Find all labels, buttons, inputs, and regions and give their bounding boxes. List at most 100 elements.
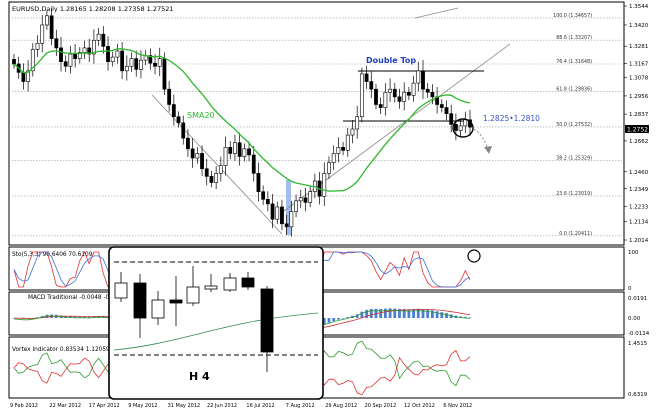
macd-bar [87, 316, 91, 318]
candle-body [439, 104, 444, 108]
macd-bar [388, 308, 392, 318]
candle-body [209, 176, 214, 183]
candle-body [251, 154, 256, 174]
candle-body [106, 46, 110, 62]
candle-body [237, 142, 242, 157]
date-label: 6 Nov 2012 [443, 403, 472, 409]
h4-candle-body [114, 282, 128, 299]
candle-body [425, 88, 430, 93]
date-label: 9 May 2012 [128, 403, 157, 409]
candle-body [82, 47, 87, 53]
fib-label: 38.2 (1.25329) [556, 156, 592, 162]
vortex-tick-top: 1.4515 [628, 341, 648, 347]
date-label: 9 Feb 2012 [10, 403, 38, 409]
macd-bar [402, 308, 406, 318]
price-tick-label: 1.2014 [629, 238, 649, 244]
top-diagonal [414, 7, 459, 19]
price-candles [12, 8, 472, 237]
candle-body [331, 153, 336, 163]
macd-bar [383, 308, 387, 318]
candle-body [374, 88, 378, 105]
candle-body [463, 119, 468, 127]
candle-body [355, 116, 360, 130]
candle-body [341, 147, 345, 151]
date-label: 22 Mar 2012 [49, 403, 81, 409]
candle-body [92, 39, 96, 55]
macd-bar [463, 316, 467, 318]
macd-bar [426, 309, 430, 318]
candle-body [275, 206, 280, 220]
date-axis: 9 Feb 2012 22 Mar 2012 17 Apr 2012 9 May 20… [10, 403, 472, 409]
fib-label: 61.8 (1.29836) [556, 87, 592, 93]
macd-bar [336, 318, 340, 320]
stochastic-tick-100: 100 [628, 250, 639, 256]
h4-candle-body [204, 285, 218, 290]
stochastic-tick-0: 0 [628, 286, 632, 292]
price-tick-label: 1.2134 [629, 220, 649, 226]
candle-body [359, 73, 364, 118]
candle-body [139, 59, 143, 70]
candle-body [68, 53, 73, 67]
fib-label: 23.6 (1.23019) [556, 191, 592, 197]
macd-bar [355, 314, 359, 318]
candle-body [63, 61, 68, 67]
candle-body [96, 33, 101, 41]
macd-bar [393, 308, 397, 318]
candle-body [284, 223, 289, 228]
candle-body [124, 65, 129, 72]
macd-bar [322, 318, 326, 325]
macd-bar [421, 309, 425, 318]
candle-body [223, 147, 228, 166]
candle-body [397, 96, 402, 102]
h4-candle-body [241, 277, 255, 288]
macd-bar [360, 311, 364, 318]
candle-body [327, 162, 331, 174]
current-price-label: 1.2752 [627, 127, 648, 134]
stochastic-circle [467, 249, 481, 263]
date-label: 12 Oct 2012 [404, 403, 435, 409]
candle-body [214, 173, 219, 183]
candle-body [233, 142, 237, 154]
macd-bar [78, 316, 82, 318]
candle-body [289, 211, 294, 228]
h4-candle-body [133, 282, 147, 319]
price-tick-label: 1.3420 [629, 23, 649, 29]
main-panel [8, 1, 625, 246]
candle-body [406, 91, 411, 96]
candle-body [176, 116, 181, 124]
stochastic-title: Sto(5,3,3) 90.6406 70.6109 [12, 252, 93, 258]
candle-body [350, 128, 355, 136]
candle-body [261, 191, 266, 200]
price-axis: 1.3544 1.3420 1.3281 1.3167 1.3078 1.2956 1.28… [624, 4, 649, 244]
price-tick-label: 1.3281 [629, 44, 648, 50]
h4-candles [114, 266, 274, 372]
macd-bar [435, 311, 439, 318]
candle-body [444, 107, 449, 114]
macd-bar [327, 318, 331, 323]
double-top-label: Double Top [366, 56, 416, 65]
h4-candle-body [169, 299, 183, 304]
price-tick-label: 1.2233 [629, 205, 649, 211]
candle-body [134, 58, 139, 70]
current-price-marker [625, 125, 649, 133]
candle-body [458, 125, 463, 131]
current-circle [452, 118, 474, 138]
candle-body [388, 88, 392, 93]
macd-bar [379, 308, 383, 318]
candle-body [167, 88, 172, 105]
h4-inset-panel [108, 246, 324, 400]
candle-body [21, 72, 26, 82]
candle-body [242, 148, 247, 157]
sma-label: SMA20 [187, 111, 215, 120]
h4-moving-average [113, 312, 319, 351]
candle-body [421, 70, 425, 90]
candle-body [345, 134, 350, 151]
price-tick-label: 1.3078 [629, 75, 649, 81]
candle-body [190, 148, 195, 159]
macd-tick-zero: 0.00 [628, 316, 641, 322]
candle-body [45, 15, 49, 26]
macd-tick-bottom: -0.0114 [628, 331, 650, 337]
candle-body [73, 53, 78, 59]
candle-body [416, 70, 421, 84]
